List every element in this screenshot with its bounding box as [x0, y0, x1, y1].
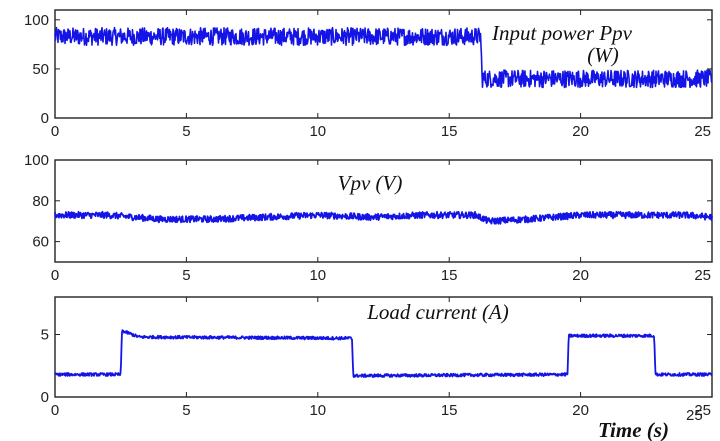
x-axis-label-superscript: 25: [686, 407, 703, 424]
x-tick-label: 0: [51, 402, 59, 419]
x-tick-label: 25: [694, 402, 711, 419]
x-tick-label: 10: [309, 267, 326, 284]
y-tick-label: 0: [41, 389, 49, 406]
series-line-1: [54, 210, 713, 225]
x-tick-label: 15: [441, 402, 458, 419]
x-tick-label: 0: [51, 267, 59, 284]
y-tick-label: 60: [32, 234, 49, 251]
x-tick-label: 10: [309, 123, 326, 140]
subplot-title: Vpv (V): [338, 171, 403, 195]
x-tick-label: 15: [441, 267, 458, 284]
plot-frame: [54, 9, 713, 119]
subplot-title: Input power Ppv: [491, 21, 633, 45]
x-tick-label: 5: [182, 402, 190, 419]
x-tick-label: 20: [572, 402, 589, 419]
subplot-2: 0 5 10 15 20 25 60 80 100 Vpv (V): [24, 152, 713, 284]
x-tick-label: 20: [572, 123, 589, 140]
plot-frame: [54, 296, 713, 398]
series-line-1: [54, 329, 713, 378]
x-tick-label: 20: [572, 267, 589, 284]
y-tick-label: 50: [32, 61, 49, 78]
y-tick-label: 0: [41, 110, 49, 127]
y-tick-label: 100: [24, 152, 49, 169]
x-tick-label: 25: [694, 123, 711, 140]
y-tick-label: 100: [24, 12, 49, 29]
subplot-1: 0 5 10 15 20 25 0 50 100 Input power Ppv(W): [24, 9, 713, 140]
x-tick-label: 10: [309, 402, 326, 419]
x-tick-label: 5: [182, 123, 190, 140]
subplot-3: 0 5 10 15 20 25 0 5 Load current (A): [41, 296, 713, 419]
x-tick-label: 5: [182, 267, 190, 284]
x-tick-label: 25: [694, 267, 711, 284]
y-tick-label: 80: [32, 193, 49, 210]
subplot-title: Load current (A): [366, 300, 509, 324]
subplot-title-unit: (W): [587, 43, 618, 67]
series-line-1: [54, 26, 713, 89]
plot-frame: [54, 159, 713, 263]
x-tick-label: 0: [51, 123, 59, 140]
x-tick-label: 15: [441, 123, 458, 140]
y-tick-label: 5: [41, 327, 49, 344]
x-axis-label: Time (s): [598, 418, 669, 441]
